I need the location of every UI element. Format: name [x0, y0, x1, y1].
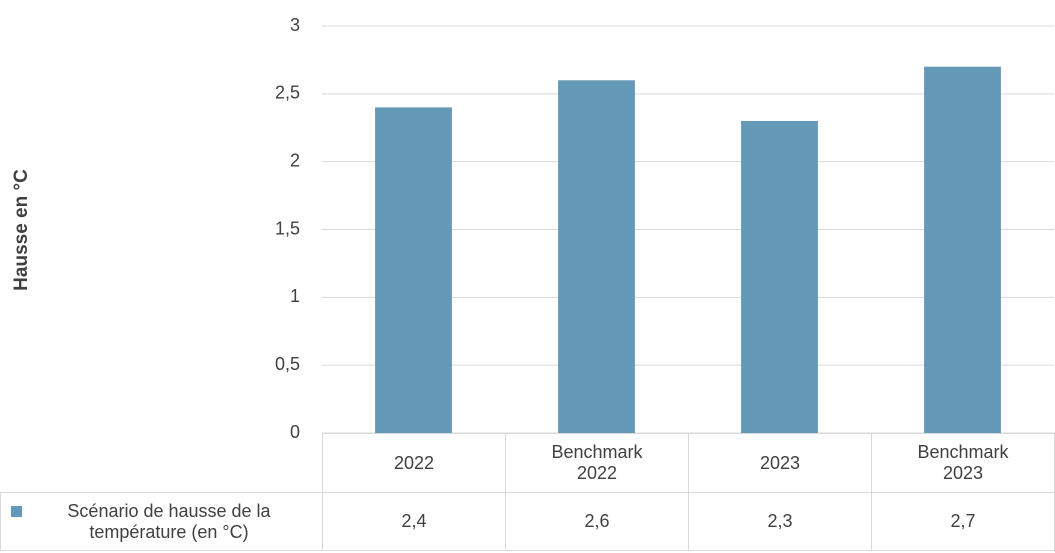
y-tick-label: 3	[290, 15, 300, 35]
y-tick-label: 0,5	[275, 354, 300, 374]
legend-entry: Scénario de hausse de la température (en…	[11, 501, 314, 543]
table-value-cell: 2,3	[688, 492, 872, 551]
table-value-cell: 2,6	[505, 492, 689, 551]
legend-cell: Scénario de hausse de la température (en…	[0, 492, 323, 551]
bar	[924, 66, 1001, 433]
table-header-cell: Benchmark 2022	[505, 433, 689, 493]
bar	[741, 120, 818, 433]
y-tick-label: 2,5	[275, 83, 300, 103]
table-value-cell: 2,4	[322, 492, 506, 551]
bar	[375, 107, 452, 434]
y-axis-title: Hausse en °C	[11, 169, 32, 291]
legend-label: Scénario de hausse de la température (en…	[67, 500, 271, 542]
table-value-cell: 2,7	[871, 492, 1055, 551]
table-header-cell: 2022	[322, 433, 506, 493]
y-tick-label: 1	[290, 286, 300, 306]
table-header-cell: Benchmark 2023	[871, 433, 1055, 493]
legend-key	[11, 505, 22, 517]
bar	[558, 80, 635, 434]
table-header-cell: 2023	[688, 433, 872, 493]
y-tick-label: 1,5	[275, 218, 300, 238]
y-tick-label: 2	[290, 150, 300, 170]
y-tick-label: 0	[290, 422, 300, 442]
